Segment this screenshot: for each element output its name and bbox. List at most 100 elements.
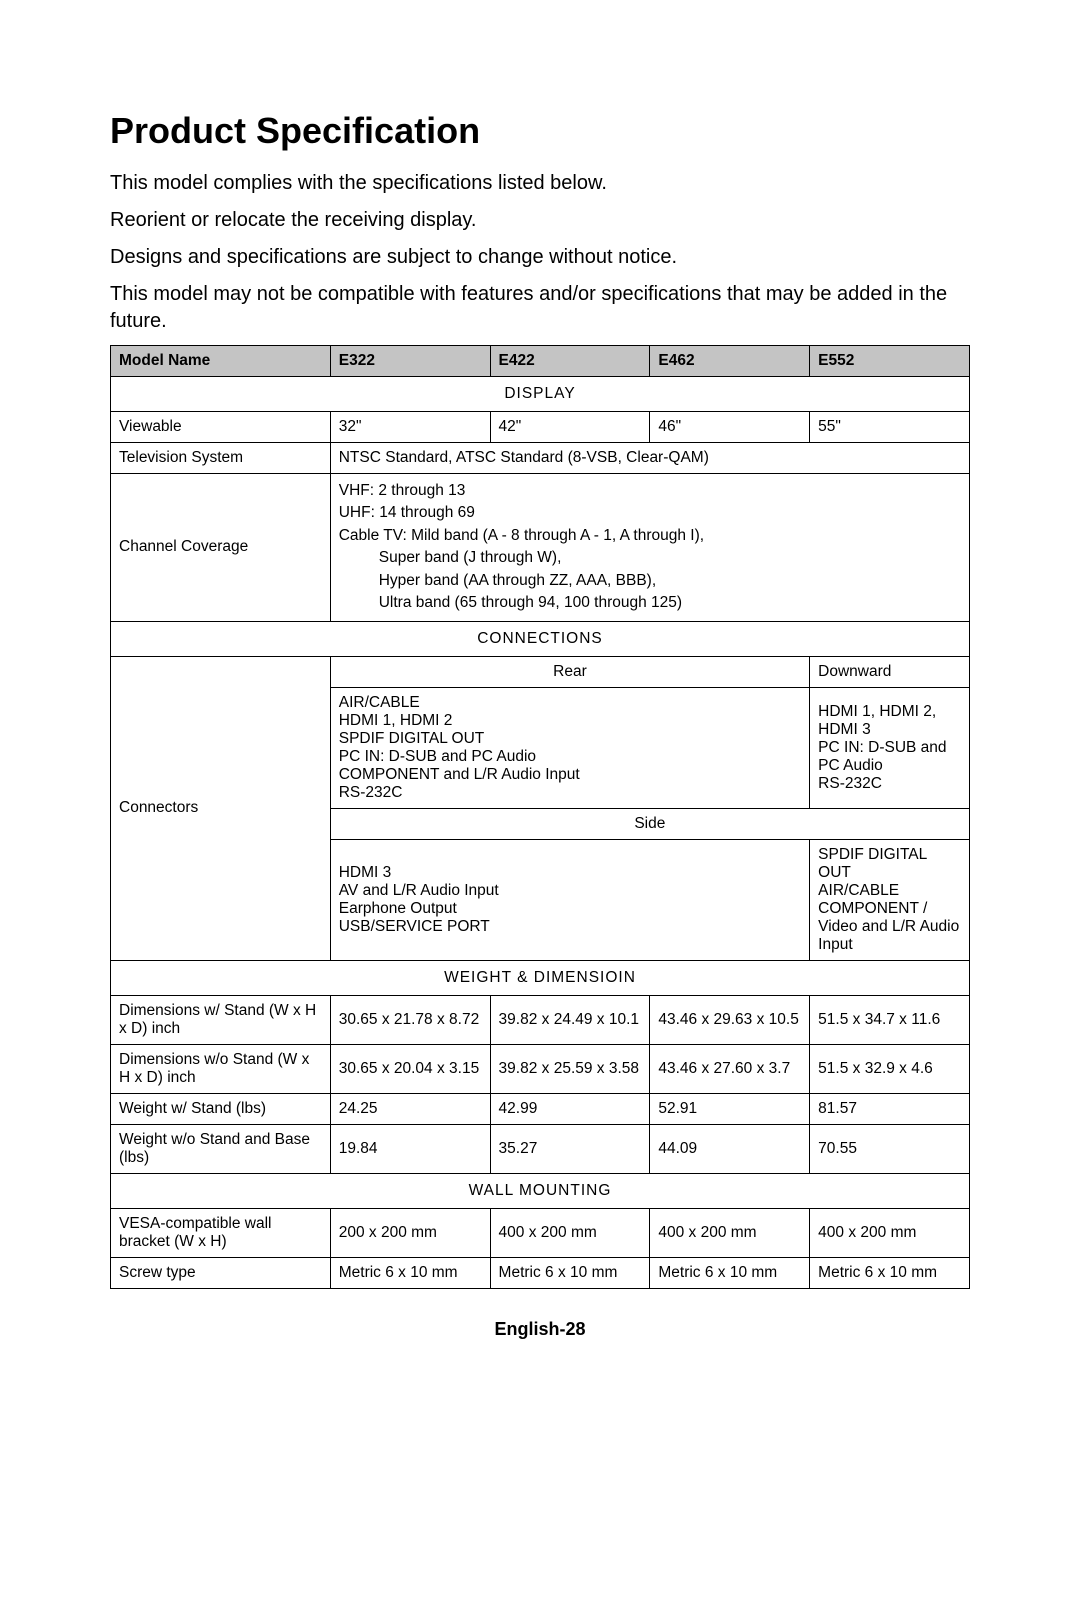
row-viewable: Viewable 32" 42" 46" 55" (111, 412, 970, 443)
downward-l2: HDMI 3 (818, 721, 961, 739)
dim-stand-e422: 39.82 x 24.49 x 10.1 (490, 995, 650, 1044)
header-model-e462: E462 (650, 346, 810, 377)
downward-l1: HDMI 1, HDMI 2, (818, 703, 961, 721)
downward-label: Downward (810, 656, 970, 687)
page-title: Product Specification (110, 110, 970, 152)
weight-stand-e422: 42.99 (490, 1093, 650, 1124)
rear-label: Rear (330, 656, 809, 687)
tv-system-value: NTSC Standard, ATSC Standard (8-VSB, Cle… (330, 443, 969, 474)
side-main-l4: USB/SERVICE PORT (339, 918, 801, 936)
section-wall-label: WALL MOUNTING (111, 1173, 970, 1208)
rear-main-l4: PC IN: D-SUB and PC Audio (339, 748, 801, 766)
side-right-l2: AIR/CABLE (818, 882, 961, 900)
section-wall: WALL MOUNTING (111, 1173, 970, 1208)
connectors-label: Connectors (111, 656, 331, 960)
viewable-label: Viewable (111, 412, 331, 443)
channel-l2: UHF: 14 through 69 (339, 502, 961, 524)
table-header-row: Model Name E322 E422 E462 E552 (111, 346, 970, 377)
intro-line-3: Designs and specifications are subject t… (110, 244, 970, 271)
page: Product Specification This model complie… (0, 0, 1080, 1380)
channel-coverage-value: VHF: 2 through 13 UHF: 14 through 69 Cab… (330, 474, 969, 622)
row-tv-system: Television System NTSC Standard, ATSC St… (111, 443, 970, 474)
row-conn-labels-top: Connectors Rear Downward (111, 656, 970, 687)
rear-main-l1: AIR/CABLE (339, 694, 801, 712)
channel-l3: Cable TV: Mild band (A - 8 through A - 1… (339, 525, 961, 547)
side-label: Side (330, 808, 969, 839)
page-footer: English-28 (110, 1319, 970, 1340)
weight-stand-label: Weight w/ Stand (lbs) (111, 1093, 331, 1124)
dim-nostand-e552: 51.5 x 32.9 x 4.6 (810, 1044, 970, 1093)
header-model-e322: E322 (330, 346, 490, 377)
header-model-name: Model Name (111, 346, 331, 377)
weight-stand-e322: 24.25 (330, 1093, 490, 1124)
rear-main-l5: COMPONENT and L/R Audio Input (339, 766, 801, 784)
row-channel-coverage: Channel Coverage VHF: 2 through 13 UHF: … (111, 474, 970, 622)
dim-stand-e322: 30.65 x 21.78 x 8.72 (330, 995, 490, 1044)
viewable-e552: 55" (810, 412, 970, 443)
header-model-e552: E552 (810, 346, 970, 377)
channel-l4: Super band (J through W), (379, 547, 961, 569)
rear-main-l2: HDMI 1, HDMI 2 (339, 712, 801, 730)
downward-value: HDMI 1, HDMI 2, HDMI 3 PC IN: D-SUB and … (810, 687, 970, 808)
screw-e462: Metric 6 x 10 mm (650, 1257, 810, 1288)
rear-main-value: AIR/CABLE HDMI 1, HDMI 2 SPDIF DIGITAL O… (330, 687, 809, 808)
screw-label: Screw type (111, 1257, 331, 1288)
row-screw: Screw type Metric 6 x 10 mm Metric 6 x 1… (111, 1257, 970, 1288)
weight-nostand-e462: 44.09 (650, 1124, 810, 1173)
dim-stand-label: Dimensions w/ Stand (W x H x D) inch (111, 995, 331, 1044)
dim-nostand-e322: 30.65 x 20.04 x 3.15 (330, 1044, 490, 1093)
section-display-label: DISPLAY (111, 377, 970, 412)
channel-l6: Ultra band (65 through 94, 100 through 1… (379, 592, 961, 614)
intro-line-1: This model complies with the specificati… (110, 170, 970, 197)
side-main-l1: HDMI 3 (339, 864, 801, 882)
intro-line-4: This model may not be compatible with fe… (110, 281, 970, 335)
side-main-l3: Earphone Output (339, 900, 801, 918)
dim-stand-e552: 51.5 x 34.7 x 11.6 (810, 995, 970, 1044)
tv-system-label: Television System (111, 443, 331, 474)
weight-nostand-label: Weight w/o Stand and Base (lbs) (111, 1124, 331, 1173)
row-weight-nostand: Weight w/o Stand and Base (lbs) 19.84 35… (111, 1124, 970, 1173)
weight-stand-e552: 81.57 (810, 1093, 970, 1124)
downward-l4: RS-232C (818, 775, 961, 793)
weight-stand-e462: 52.91 (650, 1093, 810, 1124)
side-main-value: HDMI 3 AV and L/R Audio Input Earphone O… (330, 839, 809, 960)
section-connections-label: CONNECTIONS (111, 621, 970, 656)
weight-nostand-e322: 19.84 (330, 1124, 490, 1173)
dim-nostand-e422: 39.82 x 25.59 x 3.58 (490, 1044, 650, 1093)
dim-nostand-e462: 43.46 x 27.60 x 3.7 (650, 1044, 810, 1093)
dim-stand-e462: 43.46 x 29.63 x 10.5 (650, 995, 810, 1044)
weight-nostand-e422: 35.27 (490, 1124, 650, 1173)
section-weight-dim-label: WEIGHT & DIMENSIOIN (111, 960, 970, 995)
header-model-e422: E422 (490, 346, 650, 377)
intro-block: This model complies with the specificati… (110, 170, 970, 335)
viewable-e322: 32" (330, 412, 490, 443)
section-connections: CONNECTIONS (111, 621, 970, 656)
side-main-l2: AV and L/R Audio Input (339, 882, 801, 900)
screw-e422: Metric 6 x 10 mm (490, 1257, 650, 1288)
side-right-l3: COMPONENT / Video and L/R Audio Input (818, 900, 961, 954)
section-display: DISPLAY (111, 377, 970, 412)
row-vesa: VESA-compatible wall bracket (W x H) 200… (111, 1208, 970, 1257)
screw-e552: Metric 6 x 10 mm (810, 1257, 970, 1288)
viewable-e462: 46" (650, 412, 810, 443)
channel-coverage-label: Channel Coverage (111, 474, 331, 622)
channel-l5: Hyper band (AA through ZZ, AAA, BBB), (379, 570, 961, 592)
vesa-e422: 400 x 200 mm (490, 1208, 650, 1257)
rear-main-l3: SPDIF DIGITAL OUT (339, 730, 801, 748)
channel-l1: VHF: 2 through 13 (339, 480, 961, 502)
side-right-l1: SPDIF DIGITAL OUT (818, 846, 961, 882)
row-weight-stand: Weight w/ Stand (lbs) 24.25 42.99 52.91 … (111, 1093, 970, 1124)
row-dim-stand: Dimensions w/ Stand (W x H x D) inch 30.… (111, 995, 970, 1044)
row-dim-nostand: Dimensions w/o Stand (W x H x D) inch 30… (111, 1044, 970, 1093)
downward-l3: PC IN: D-SUB and PC Audio (818, 739, 961, 775)
section-weight-dim: WEIGHT & DIMENSIOIN (111, 960, 970, 995)
vesa-e322: 200 x 200 mm (330, 1208, 490, 1257)
spec-table: Model Name E322 E422 E462 E552 DISPLAY V… (110, 345, 970, 1289)
viewable-e422: 42" (490, 412, 650, 443)
intro-line-2: Reorient or relocate the receiving displ… (110, 207, 970, 234)
vesa-e462: 400 x 200 mm (650, 1208, 810, 1257)
side-right-value: SPDIF DIGITAL OUT AIR/CABLE COMPONENT / … (810, 839, 970, 960)
vesa-label: VESA-compatible wall bracket (W x H) (111, 1208, 331, 1257)
dim-nostand-label: Dimensions w/o Stand (W x H x D) inch (111, 1044, 331, 1093)
rear-main-l6: RS-232C (339, 784, 801, 802)
